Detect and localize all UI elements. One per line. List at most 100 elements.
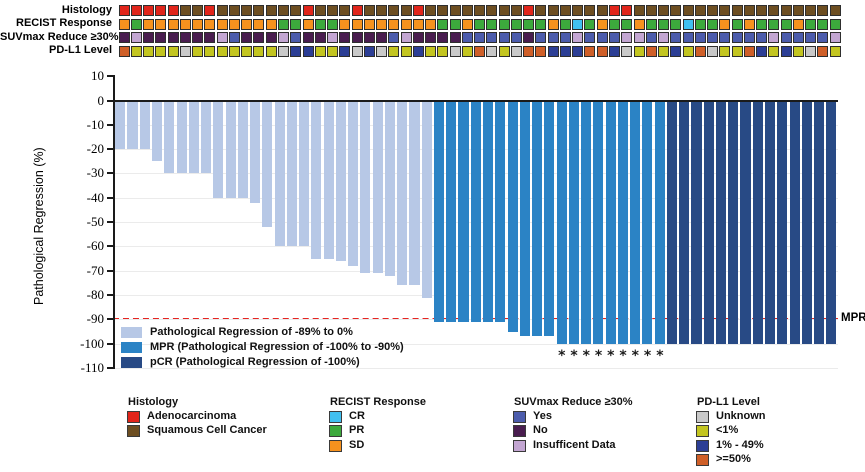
track-square <box>658 5 670 16</box>
track-square <box>621 5 633 16</box>
track-square <box>155 5 167 16</box>
regression-bar <box>654 101 665 344</box>
track-square <box>817 45 829 57</box>
track-square <box>290 32 302 44</box>
regression-bar <box>483 101 494 322</box>
y-axis-tick <box>107 75 113 78</box>
track-square <box>204 18 216 30</box>
legend-item-label: SD <box>349 438 365 451</box>
regression-bar <box>740 101 751 344</box>
y-axis-tick <box>107 318 113 321</box>
regression-bar <box>617 101 628 344</box>
track-square <box>756 32 768 44</box>
track-square <box>486 18 498 30</box>
track-square <box>241 32 253 44</box>
track-square <box>437 45 449 57</box>
track-square <box>339 5 351 16</box>
regression-bar <box>642 101 653 344</box>
track-square <box>670 5 682 16</box>
regression-bar <box>458 101 469 322</box>
plot-legend-swatch <box>121 327 142 338</box>
regression-bar <box>814 101 825 344</box>
track-square <box>547 18 559 30</box>
y-axis-tick <box>107 367 113 370</box>
regression-bar <box>446 101 457 322</box>
track-square <box>265 5 277 16</box>
track-square <box>216 18 228 30</box>
plot-legend-swatch <box>121 357 142 369</box>
track-square <box>523 45 535 57</box>
track-square <box>682 45 694 57</box>
track-square <box>523 18 535 30</box>
track-square <box>584 45 596 57</box>
track-square <box>829 18 841 30</box>
track-square <box>388 18 400 30</box>
track-square <box>633 45 645 57</box>
y-axis-tick <box>107 269 113 272</box>
track-square <box>216 5 228 16</box>
regression-bar <box>519 101 530 337</box>
track-square <box>559 32 571 44</box>
track-square <box>327 5 339 16</box>
track-square <box>327 45 339 57</box>
track-square <box>474 45 486 57</box>
track-square <box>461 45 473 57</box>
track-square <box>609 45 620 57</box>
track-square <box>425 45 437 57</box>
track-square <box>792 32 804 44</box>
legend-item-label: Adenocarcinoma <box>147 410 237 422</box>
track-square <box>179 5 191 16</box>
track-square <box>609 18 620 30</box>
significance-asterisk: * <box>656 348 664 364</box>
legend-item-label: Insufficent Data <box>533 438 616 451</box>
y-tick-label: -10 <box>86 116 104 132</box>
track-square <box>805 32 817 44</box>
track-square <box>584 32 596 44</box>
track-square <box>756 5 768 16</box>
regression-bar <box>299 101 310 247</box>
track-square <box>314 5 326 16</box>
track-square <box>179 45 191 57</box>
track-square <box>498 32 510 44</box>
track-square <box>265 32 277 44</box>
y-tick-label: -50 <box>86 214 104 230</box>
track-square <box>535 5 547 16</box>
y-tick-label: -100 <box>80 335 104 351</box>
track-square <box>743 45 755 57</box>
track-square <box>572 5 584 16</box>
regression-bar <box>826 101 837 344</box>
track-square <box>277 18 289 30</box>
track-square <box>228 18 240 30</box>
y-tick-label: 10 <box>91 68 104 84</box>
legend-swatch <box>127 425 140 438</box>
track-square <box>130 18 142 30</box>
regression-bar <box>728 101 739 344</box>
track-square <box>768 5 780 16</box>
track-square <box>363 45 375 57</box>
track-square <box>792 5 804 16</box>
track-square <box>498 5 510 16</box>
regression-bar <box>409 101 420 286</box>
regression-bar <box>433 101 445 322</box>
track-square <box>265 18 277 30</box>
track-square <box>694 45 706 57</box>
track-square <box>768 18 780 30</box>
track-square <box>547 45 559 57</box>
track-square <box>179 32 191 44</box>
y-axis-tick <box>107 123 113 126</box>
track-square <box>118 18 130 30</box>
track-square <box>351 5 363 16</box>
regression-bar <box>176 101 187 174</box>
track-square <box>204 5 216 16</box>
track-square <box>449 45 461 57</box>
track-square <box>743 32 755 44</box>
track-square <box>192 45 204 57</box>
track-row-label: SUVmax Reduce ≥30% <box>0 30 119 43</box>
track-square <box>731 18 743 30</box>
track-square <box>376 32 388 44</box>
track-square <box>510 32 522 44</box>
track-square <box>707 18 719 30</box>
significance-asterisk: * <box>570 348 578 364</box>
track-square <box>756 45 768 57</box>
track-square <box>339 32 351 44</box>
